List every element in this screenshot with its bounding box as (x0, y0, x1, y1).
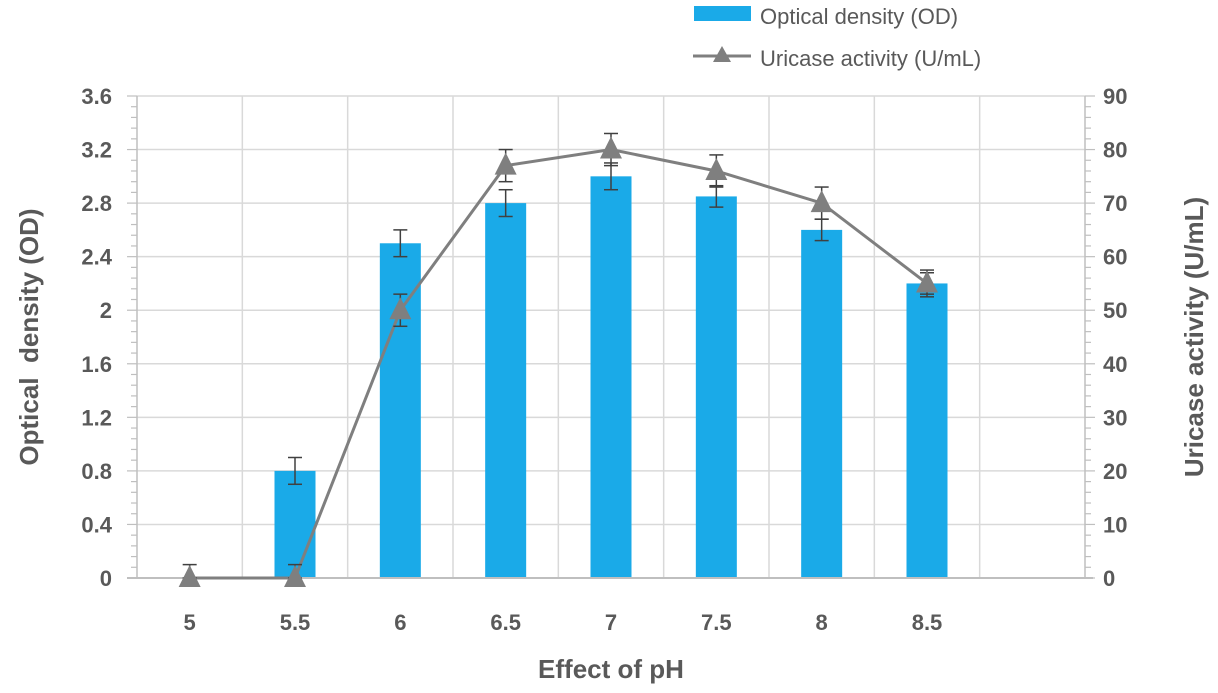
x-axis-ticks: 5 5.5 6 6.5 7 7.5 8 8.5 (184, 610, 943, 635)
triangle-marker (494, 152, 517, 175)
y2-tick-label: 0 (1103, 566, 1115, 591)
x-tick-label: 5 (184, 610, 196, 635)
y-tick-label: 3.2 (81, 138, 112, 163)
triangle-marker (600, 136, 622, 159)
bar (906, 283, 948, 578)
bar (801, 229, 843, 578)
legend-label-od: Optical density (OD) (760, 4, 958, 29)
y2-tick-label: 50 (1103, 298, 1127, 323)
y2-tick-label: 10 (1103, 512, 1127, 537)
legend-swatch-bar (694, 6, 751, 21)
y-tick-label: 1.6 (81, 352, 112, 377)
triangle-marker (705, 157, 728, 180)
y2-tick-label: 70 (1103, 191, 1127, 216)
y2-axis-title: Uricase activity (U/mL) (1179, 197, 1209, 477)
y-axis-title: Optical density (OD) (14, 208, 44, 465)
y2-tick-label: 40 (1103, 352, 1127, 377)
x-tick-label: 7.5 (701, 610, 732, 635)
x-tick-label: 8.5 (912, 610, 943, 635)
legend: Optical density (OD) Uricase activity (U… (693, 4, 981, 71)
triangle-marker (284, 565, 306, 587)
y-tick-label: 0 (100, 566, 112, 591)
bar (590, 176, 632, 579)
y2-tick-label: 90 (1103, 84, 1127, 109)
bar (695, 196, 737, 578)
y2-tick-label: 60 (1103, 245, 1127, 270)
y2-tick-label: 30 (1103, 405, 1127, 430)
triangle-marker (810, 190, 833, 213)
y-tick-label: 3.6 (81, 84, 112, 109)
uricase-line (189, 148, 928, 580)
x-tick-label: 6.5 (490, 610, 521, 635)
bar (274, 470, 316, 578)
right-axis-ticks: 0 10 20 30 40 50 60 70 80 90 (1103, 84, 1127, 591)
line-series (178, 132, 938, 587)
y-tick-label: 2.8 (81, 191, 112, 216)
y2-tick-label: 80 (1103, 138, 1127, 163)
y2-tick-label: 20 (1103, 459, 1127, 484)
legend-triangle-marker-icon (713, 46, 731, 62)
y-tick-label: 0.8 (81, 459, 112, 484)
x-tick-label: 5.5 (280, 610, 311, 635)
triangle-marker (178, 565, 201, 587)
legend-label-uricase: Uricase activity (U/mL) (760, 46, 981, 71)
x-tick-label: 7 (605, 610, 617, 635)
left-axis-ticks: 0 0.4 0.8 1.2 1.6 2 2.4 2.8 3.2 3.6 (81, 84, 112, 591)
y-tick-label: 0.4 (81, 512, 112, 537)
x-tick-label: 6 (394, 610, 406, 635)
y-tick-label: 2.4 (81, 245, 112, 270)
bar (485, 203, 527, 578)
y-tick-label: 2 (100, 298, 112, 323)
y-tick-label: 1.2 (81, 405, 112, 430)
x-tick-label: 8 (816, 610, 828, 635)
triangle-marker (916, 270, 938, 293)
triangle-marker (389, 297, 412, 320)
x-axis-title: Effect of pH (538, 654, 684, 684)
bar-series (274, 176, 948, 579)
